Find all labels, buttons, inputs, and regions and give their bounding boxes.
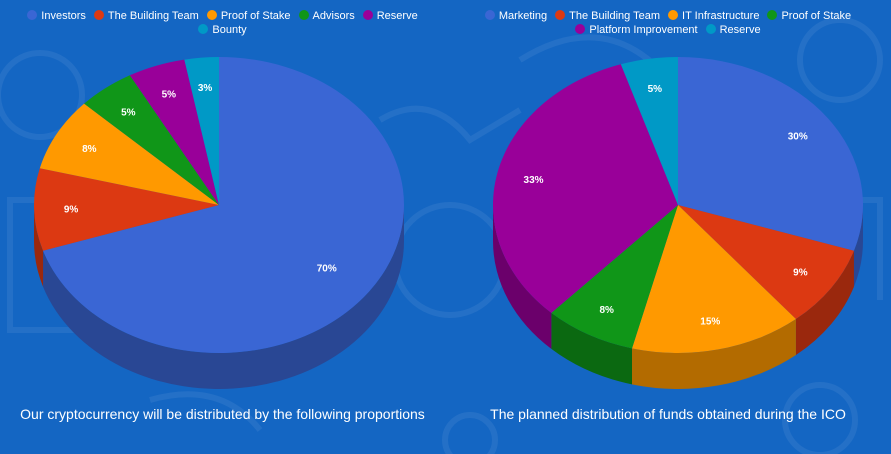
legend-label: Platform Improvement [589,24,698,37]
slice-label-bounty: 3% [198,83,213,94]
left-chart-panel: Investors The Building Team Proof of Stake… [0,0,445,454]
legend-label: Reserve [376,10,418,23]
slice-label-advisors: 5% [121,107,136,118]
pie-side-investors [43,205,405,389]
right-legend: Marketing The Building Team IT Infrastruct… [445,9,891,37]
legend-swatch [484,10,495,21]
legend-item-investors[interactable]: Investors [27,9,86,23]
legend-item-the-building-team[interactable]: The Building Team [555,9,660,23]
legend-swatch [705,24,716,35]
slice-label-investors: 70% [317,264,337,275]
pie-slice-platform-improvement[interactable] [493,64,678,313]
legend-swatch [668,10,679,21]
legend-swatch [206,10,217,21]
slice-label-reserve: 5% [162,90,177,101]
legend-swatch [767,10,778,21]
pie-slice-marketing[interactable] [678,57,863,251]
legend-item-reserve[interactable]: Reserve [362,9,418,23]
legend-swatch [362,10,373,21]
left-pie-chart: 70% 9% 8% 5% 5% 3% [34,57,405,389]
pie-slice-reserve[interactable] [620,57,678,205]
pie-slice-the-building-team[interactable] [678,205,854,320]
pie-slice-bounty[interactable] [184,57,219,205]
right-chart-caption: The planned distribution of funds obtain… [490,406,846,422]
legend-label: IT Infrastructure [682,10,760,23]
legend-swatch [198,24,209,35]
pie-slice-proof-of-stake[interactable] [551,205,678,349]
legend-label: The Building Team [107,10,199,23]
legend-swatch [298,10,309,21]
legend-swatch [27,10,38,21]
slice-label-it-infrastructure: 15% [700,317,720,328]
pie-slice-investors[interactable] [43,57,405,353]
pie-slice-advisors[interactable] [84,75,219,205]
pie-slice-reserve[interactable] [129,59,219,205]
legend-label: The Building Team [569,10,661,23]
slice-label-proof-of-stake: 8% [599,305,614,316]
legend-item-proof-of-stake[interactable]: Proof of Stake [767,9,851,23]
slice-label-marketing: 30% [788,131,808,142]
legend-item-it-infrastructure[interactable]: IT Infrastructure [668,9,759,23]
slice-label-proof-of-stake: 8% [82,144,97,155]
legend-swatch [93,10,104,21]
pie-side-the-building-team [795,250,854,356]
legend-swatch [575,24,586,35]
legend-label: Investors [41,10,86,23]
pie-side-platform-improvement [493,205,552,349]
legend-item-platform-improvement[interactable]: Platform Improvement [575,23,698,37]
pie-side-it-infrastructure [631,319,796,389]
legend-item-marketing[interactable]: Marketing [484,9,548,23]
left-legend: Investors The Building Team Proof of Stake… [0,9,445,37]
pie-side-the-building-team [34,205,44,287]
right-pie-chart: 30% 9% 15% 8% 33% 5% [493,57,863,389]
pie-side-marketing [853,205,863,287]
pie-side-proof-of-stake [551,312,632,385]
pie-slice-proof-of-stake[interactable] [39,103,219,205]
legend-item-proof-of-stake[interactable]: Proof of Stake [206,9,291,23]
pie-slice-it-infrastructure[interactable] [631,205,796,353]
legend-item-advisors[interactable]: Advisors [298,9,355,23]
legend-item-bounty[interactable]: Bounty [198,23,247,37]
slice-label-the-building-team: 9% [793,268,808,279]
legend-label: Proof of Stake [220,10,291,23]
legend-label: Reserve [719,24,761,37]
slice-label-the-building-team: 9% [64,205,79,216]
pie-slice-the-building-team[interactable] [34,168,219,251]
slice-label-reserve: 5% [648,84,663,95]
right-chart-panel: Marketing The Building Team IT Infrastruct… [445,0,891,454]
legend-label: Marketing [498,10,548,23]
legend-item-the-building-team[interactable]: The Building Team [93,9,199,23]
legend-label: Advisors [312,10,355,23]
left-chart-caption: Our cryptocurrency will be distributed b… [20,406,425,422]
pie-side-walls [34,205,405,389]
legend-item-reserve[interactable]: Reserve [705,23,761,37]
legend-label: Bounty [212,24,247,37]
legend-swatch [555,10,566,21]
slice-label-platform-improvement: 33% [524,175,544,186]
pie-side-walls [493,205,863,389]
legend-label: Proof of Stake [781,10,852,23]
